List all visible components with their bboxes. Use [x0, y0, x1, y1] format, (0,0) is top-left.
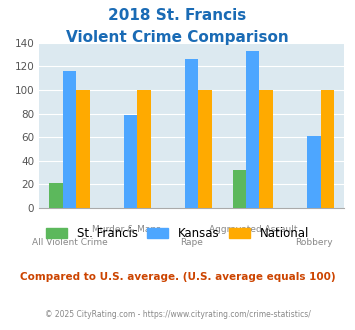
- Text: Murder & Mans...: Murder & Mans...: [92, 225, 169, 234]
- Bar: [49, 183, 63, 208]
- Bar: [137, 90, 151, 208]
- Legend: St. Francis, Kansas, National: St. Francis, Kansas, National: [46, 227, 309, 240]
- Text: Violent Crime Comparison: Violent Crime Comparison: [66, 30, 289, 45]
- Text: © 2025 CityRating.com - https://www.cityrating.com/crime-statistics/: © 2025 CityRating.com - https://www.city…: [45, 310, 310, 319]
- Bar: [185, 59, 198, 208]
- Bar: [63, 71, 76, 208]
- Bar: [246, 51, 260, 208]
- Text: Aggravated Assault: Aggravated Assault: [208, 225, 297, 234]
- Text: Compared to U.S. average. (U.S. average equals 100): Compared to U.S. average. (U.S. average …: [20, 272, 335, 282]
- Bar: [321, 90, 334, 208]
- Bar: [233, 170, 246, 208]
- Bar: [124, 115, 137, 208]
- Bar: [307, 136, 321, 208]
- Bar: [198, 90, 212, 208]
- Text: All Violent Crime: All Violent Crime: [32, 239, 108, 248]
- Text: 2018 St. Francis: 2018 St. Francis: [108, 8, 247, 23]
- Bar: [260, 90, 273, 208]
- Text: Robbery: Robbery: [295, 239, 333, 248]
- Text: Rape: Rape: [180, 239, 203, 248]
- Bar: [76, 90, 90, 208]
